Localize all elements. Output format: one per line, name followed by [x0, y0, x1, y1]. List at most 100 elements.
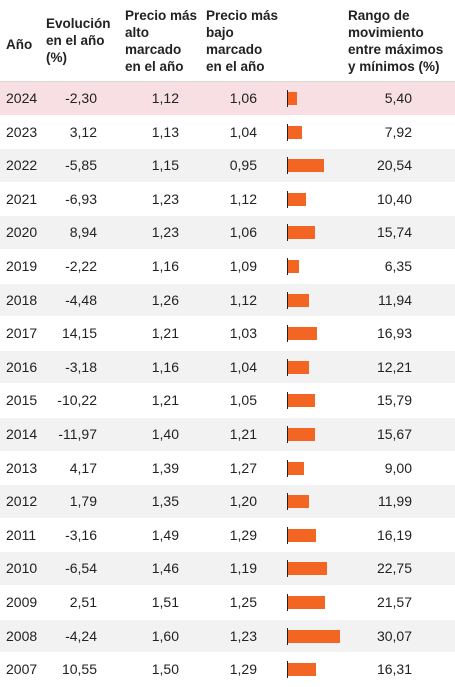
range-cell: 7,92	[384, 123, 412, 140]
range-bar	[288, 159, 324, 173]
year-cell: 2007	[6, 661, 38, 678]
range-bar	[288, 92, 298, 105]
evolution-cell: 4,17	[69, 459, 97, 476]
range-bar	[288, 125, 302, 139]
bar-axis-line	[287, 493, 288, 511]
year-cell: 2011	[6, 526, 37, 543]
year-cell: 2020	[6, 224, 38, 241]
min-price-cell: 1,25	[229, 593, 257, 610]
range-bar	[288, 293, 309, 307]
year-cell: 2024	[6, 90, 38, 106]
table-body: 2024 -2,30 1,12 1,06 5,40 2023 3,12 1,13 1,04 7,9…	[0, 82, 455, 687]
header-evolution: Evolución en el año (%)	[46, 16, 111, 65]
bar-axis-line	[287, 90, 288, 107]
range-bar-container	[287, 627, 347, 645]
evolution-cell: -5,85	[65, 157, 97, 174]
range-bar	[288, 595, 326, 609]
table-row: 2011 -3,16 1,49 1,29 16,19	[0, 518, 455, 553]
max-price-cell: 1,12	[151, 90, 179, 106]
min-price-cell: 1,05	[229, 392, 257, 409]
range-bar-container	[287, 392, 347, 410]
table-row: 2009 2,51 1,51 1,25 21,57	[0, 585, 455, 620]
range-cell: 10,40	[376, 190, 412, 207]
bar-axis-line	[287, 157, 288, 175]
evolution-cell: 3,12	[69, 123, 97, 140]
range-cell: 15,79	[376, 392, 412, 409]
max-price-cell: 1,13	[151, 123, 179, 140]
range-cell: 15,74	[376, 224, 412, 241]
range-bar-container	[287, 459, 347, 477]
bar-axis-line	[287, 190, 288, 208]
max-price-cell: 1,21	[151, 325, 179, 342]
year-cell: 2021	[6, 190, 38, 207]
table-row: 2023 3,12 1,13 1,04 7,92	[0, 115, 455, 150]
evolution-cell: -4,24	[65, 627, 97, 644]
min-price-cell: 1,04	[229, 358, 257, 375]
min-price-cell: 0,95	[229, 157, 257, 174]
range-bar	[288, 327, 318, 341]
table-row: 2013 4,17 1,39 1,27 9,00	[0, 451, 455, 486]
evolution-cell: -10,22	[57, 392, 97, 409]
range-bar	[288, 259, 299, 273]
min-price-cell: 1,03	[229, 325, 257, 342]
min-price-cell: 1,23	[229, 627, 257, 644]
year-cell: 2008	[6, 627, 38, 644]
range-cell: 21,57	[376, 593, 412, 610]
range-bar-container	[287, 325, 347, 343]
min-price-cell: 1,12	[229, 190, 257, 207]
year-cell: 2018	[6, 291, 38, 308]
range-bar-container	[287, 593, 347, 611]
range-cell: 12,21	[376, 358, 412, 375]
range-bar-container	[287, 526, 347, 544]
range-bar-container	[287, 425, 347, 443]
range-bar	[288, 427, 316, 441]
table-row: 2014 -11,97 1,40 1,21 15,67	[0, 417, 455, 452]
year-cell: 2022	[6, 157, 38, 174]
bar-axis-line	[287, 291, 288, 309]
max-price-cell: 1,35	[151, 493, 179, 510]
min-price-cell: 1,06	[229, 224, 257, 241]
range-cell: 9,00	[384, 459, 412, 476]
year-cell: 2009	[6, 593, 38, 610]
year-cell: 2014	[6, 425, 38, 442]
max-price-cell: 1,16	[151, 257, 179, 274]
header-range: Rango de movimiento entre máximos y míni…	[348, 8, 444, 74]
table-row: 2020 8,94 1,23 1,06 15,74	[0, 216, 455, 250]
range-cell: 22,75	[376, 560, 412, 577]
range-cell: 30,07	[376, 627, 412, 644]
evolution-cell: 10,55	[61, 661, 97, 678]
min-price-cell: 1,29	[229, 526, 257, 543]
max-price-cell: 1,60	[151, 627, 179, 644]
range-bar-container	[287, 661, 347, 679]
year-cell: 2013	[6, 459, 38, 476]
max-price-cell: 1,46	[151, 560, 179, 577]
table-row: 2015 -10,22 1,21 1,05 15,79	[0, 384, 455, 418]
max-price-cell: 1,40	[151, 425, 179, 442]
table-header: Año Evolución en el año (%) Precio más a…	[0, 0, 455, 82]
range-bar	[288, 663, 317, 677]
range-bar-container	[287, 224, 347, 242]
header-min-price: Precio más bajo marcado en el año	[206, 8, 279, 74]
bar-axis-line	[287, 123, 288, 141]
range-bar-container	[287, 190, 347, 208]
range-bar-container	[287, 90, 347, 107]
max-price-cell: 1,21	[151, 392, 179, 409]
evolution-cell: -6,54	[65, 560, 97, 577]
bar-axis-line	[287, 392, 288, 410]
header-year: Año	[6, 37, 33, 52]
evolution-cell: -3,16	[65, 526, 97, 543]
bar-axis-line	[287, 358, 288, 376]
range-cell: 6,35	[384, 257, 412, 274]
year-cell: 2016	[6, 358, 38, 375]
header-max-price: Precio más alto marcado en el año	[125, 8, 198, 74]
range-bar-container	[287, 493, 347, 511]
bar-axis-line	[287, 526, 288, 544]
table-row: 2022 -5,85 1,15 0,95 20,54	[0, 149, 455, 183]
bar-axis-line	[287, 459, 288, 477]
min-price-cell: 1,04	[229, 123, 257, 140]
max-price-cell: 1,39	[151, 459, 179, 476]
evolution-cell: 1,79	[69, 493, 97, 510]
table-row: 2017 14,15 1,21 1,03 16,93	[0, 317, 455, 351]
range-cell: 11,99	[378, 493, 412, 510]
max-price-cell: 1,23	[151, 224, 179, 241]
